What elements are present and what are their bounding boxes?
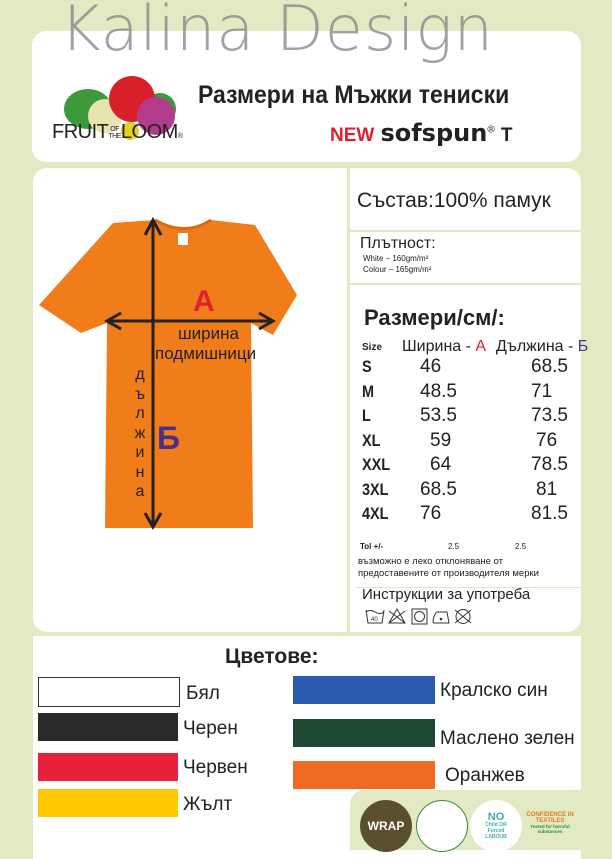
width-value: 68.5	[420, 478, 457, 500]
size-label: L	[362, 406, 371, 426]
brand-logo-text: FRUIT OF THELOOM®	[52, 121, 183, 143]
size-row: XL 59 76	[362, 429, 606, 454]
sizes-title: Размери/см/:	[364, 305, 505, 330]
color-swatch	[38, 713, 178, 741]
size-row: XXL 64 78.5	[362, 453, 606, 478]
length-value: 68.5	[531, 356, 568, 378]
color-name: Оранжев	[445, 765, 525, 786]
armpit-text: подмишници	[155, 344, 257, 363]
length-value: 78.5	[531, 454, 568, 476]
color-name: Черен	[183, 718, 238, 739]
globe-badge	[416, 800, 468, 852]
density-colour: Colour – 165gm/m²	[363, 265, 432, 274]
color-swatch	[38, 753, 178, 781]
product-name: NEW sofspun® T	[330, 119, 513, 147]
width-value: 48.5	[420, 380, 457, 402]
length-value: 71	[531, 380, 553, 402]
color-name: Червен	[183, 757, 248, 778]
density-white: White – 160gm/m²	[363, 254, 429, 263]
composition: Състав:100% памук	[357, 189, 551, 212]
label-tag	[178, 233, 188, 245]
watermark: Kalina Design	[60, 0, 494, 65]
width-value: 53.5	[420, 405, 457, 427]
length-value: 73.5	[531, 405, 568, 427]
size-label: XL	[362, 430, 381, 450]
page-title: Размери на Мъжки тениски	[198, 81, 510, 109]
width-value: 76	[420, 503, 442, 525]
svg-text:40: 40	[371, 617, 378, 623]
color-swatch	[38, 677, 180, 707]
size-row: 4XL 76 81.5	[362, 502, 606, 527]
length-value: 81.5	[531, 503, 568, 525]
header-panel: FRUIT OF THELOOM® Размери на Мъжки тениски…	[32, 31, 581, 162]
size-row: S 46 68.5	[362, 355, 606, 380]
size-table: S 46 68.5 M 48.5 71 L 53.5 73.5 XL 59 76 XXL 64 78.5 3X…	[362, 355, 606, 527]
no-dry-clean-icon	[454, 609, 472, 624]
oeko-badge: CONFIDENCE IN TEXTILES Tested for harmful…	[526, 812, 574, 834]
color-swatch	[293, 761, 435, 789]
color-swatch	[293, 676, 435, 704]
size-label: 3XL	[362, 479, 389, 499]
size-label: S	[362, 357, 372, 377]
care-icons: 40	[365, 607, 472, 625]
wrap-badge: WRAP	[360, 800, 412, 852]
colors-title: Цветове:	[225, 645, 319, 668]
care-title: Инструкции за употреба	[362, 586, 531, 603]
width-value: 46	[420, 356, 442, 378]
tshirt-shape	[39, 220, 297, 528]
tolerance-note: възможно е леко отклоняване от предоставе…	[358, 556, 539, 579]
width-text: ширина	[178, 324, 239, 343]
label-a: А	[193, 285, 215, 318]
fruit-logo-icon	[60, 61, 180, 141]
size-row: 3XL 68.5 81	[362, 478, 606, 503]
wash-40-icon: 40	[365, 609, 385, 624]
no-child-labour-badge: NO Child OR Forced LABOUR	[470, 800, 522, 852]
color-name: Маслено зелен	[440, 728, 575, 749]
width-value: 64	[430, 454, 452, 476]
sofspun-logo: sofspun	[380, 119, 488, 147]
tshirt-diagram	[39, 216, 297, 531]
color-name: Жълт	[183, 794, 233, 815]
size-row: L 53.5 73.5	[362, 404, 606, 429]
width-value: 59	[430, 429, 452, 451]
length-value: 76	[536, 429, 558, 451]
size-row: M 48.5 71	[362, 380, 606, 405]
size-label: M	[362, 381, 375, 401]
iron-low-icon	[432, 611, 450, 624]
color-name: Кралско син	[440, 680, 548, 701]
new-label: NEW	[330, 125, 375, 146]
tumble-dry-icon	[411, 608, 428, 625]
size-label: 4XL	[362, 504, 389, 524]
color-name: Бял	[186, 683, 220, 704]
color-swatch	[293, 719, 435, 747]
length-value: 81	[536, 478, 558, 500]
no-bleach-icon	[388, 607, 406, 624]
label-b: Б	[157, 420, 180, 456]
density-title: Плътност:	[360, 235, 436, 252]
tolerance-row: Tol +/- 2.5 2.5	[360, 542, 527, 551]
color-swatch	[38, 789, 178, 817]
size-label: XXL	[362, 455, 391, 475]
